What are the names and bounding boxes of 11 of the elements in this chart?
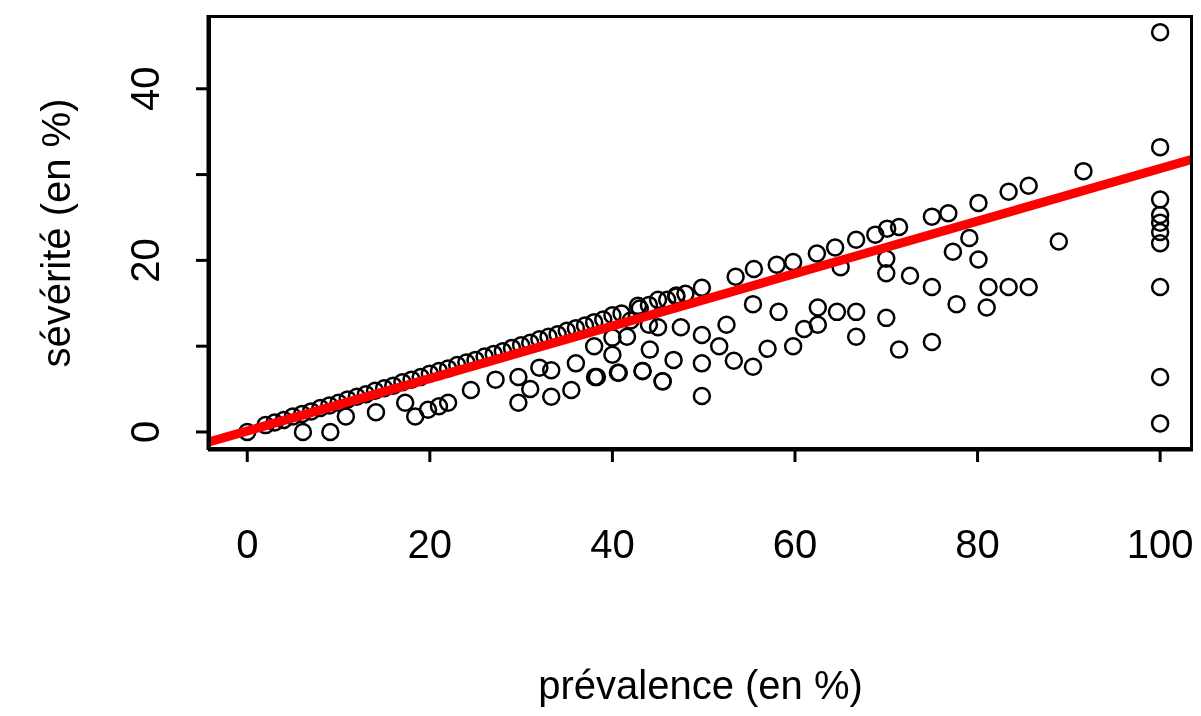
y-axis-title: sévérité (en %) — [33, 97, 79, 369]
x-tick-label: 100 — [1126, 522, 1194, 566]
x-tick-label: 40 — [590, 522, 635, 566]
x-tick-label: 80 — [955, 522, 1000, 566]
x-tick-label: 60 — [772, 522, 818, 566]
y-tick-label: 0 — [123, 420, 167, 444]
y-tick-label: 20 — [123, 238, 167, 283]
x-tick-label: 20 — [407, 522, 453, 566]
y-tick-label: 40 — [123, 66, 167, 112]
x-axis-title: prévalence (en %) — [537, 663, 864, 708]
x-tick-label: 0 — [236, 522, 259, 566]
